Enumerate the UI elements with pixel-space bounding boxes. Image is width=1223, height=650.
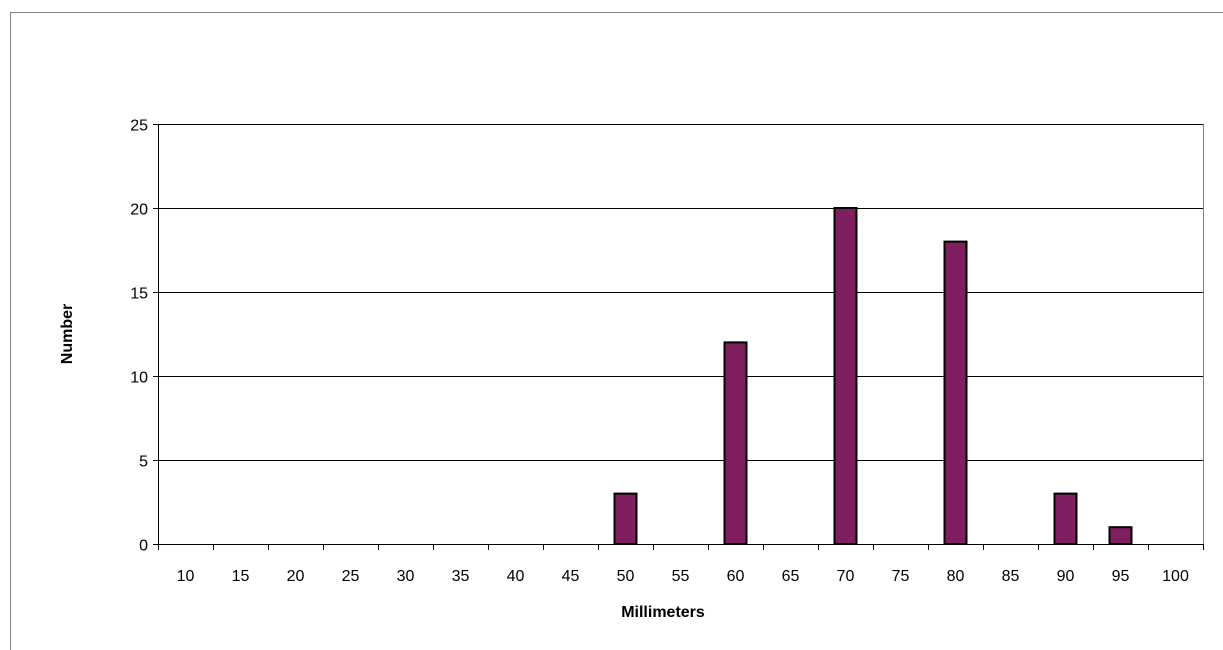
y-tick-label: 15 <box>130 286 148 303</box>
y-tick-label: 25 <box>130 118 148 135</box>
x-tick-label: 15 <box>232 568 250 585</box>
bar <box>723 341 748 545</box>
axes <box>153 124 1204 550</box>
x-tick-label: 85 <box>1002 568 1020 585</box>
bar <box>1108 526 1133 546</box>
x-tick-label: 65 <box>782 568 800 585</box>
x-tick-label: 25 <box>342 568 360 585</box>
y-tick-label: 10 <box>130 370 148 387</box>
y-tick-label: 5 <box>139 454 148 471</box>
x-axis-title: Millimeters <box>621 604 705 621</box>
y-axis-title: Number <box>59 304 76 364</box>
bar <box>833 207 858 545</box>
y-tick-label: 20 <box>130 202 148 219</box>
x-tick-label: 90 <box>1057 568 1075 585</box>
x-tick-label: 80 <box>947 568 965 585</box>
x-tick-label: 60 <box>727 568 745 585</box>
x-tick-label: 55 <box>672 568 690 585</box>
bar <box>1053 492 1078 546</box>
x-tick-label: 30 <box>397 568 415 585</box>
x-tick-label: 75 <box>892 568 910 585</box>
x-tick-labels: 10 15 20 25 30 35 40 45 50 55 60 65 70 75 80 85 90 95 100 <box>177 568 1189 585</box>
x-tick-label: 95 <box>1112 568 1130 585</box>
y-tick-label: 0 <box>139 538 148 555</box>
x-tick-label: 10 <box>177 568 195 585</box>
bar <box>943 240 968 545</box>
bars <box>613 207 1133 546</box>
x-tick-label: 20 <box>287 568 305 585</box>
x-tick-label: 35 <box>452 568 470 585</box>
y-tick-labels: 0 5 10 15 20 25 <box>130 118 148 555</box>
x-tick-label: 70 <box>837 568 855 585</box>
x-tick-label: 100 <box>1162 568 1189 585</box>
x-tick-label: 45 <box>562 568 580 585</box>
chart-frame <box>10 12 1223 650</box>
bar <box>613 492 638 546</box>
x-tick-label: 40 <box>507 568 525 585</box>
x-tick-label: 50 <box>617 568 635 585</box>
gridlines <box>158 124 1203 461</box>
